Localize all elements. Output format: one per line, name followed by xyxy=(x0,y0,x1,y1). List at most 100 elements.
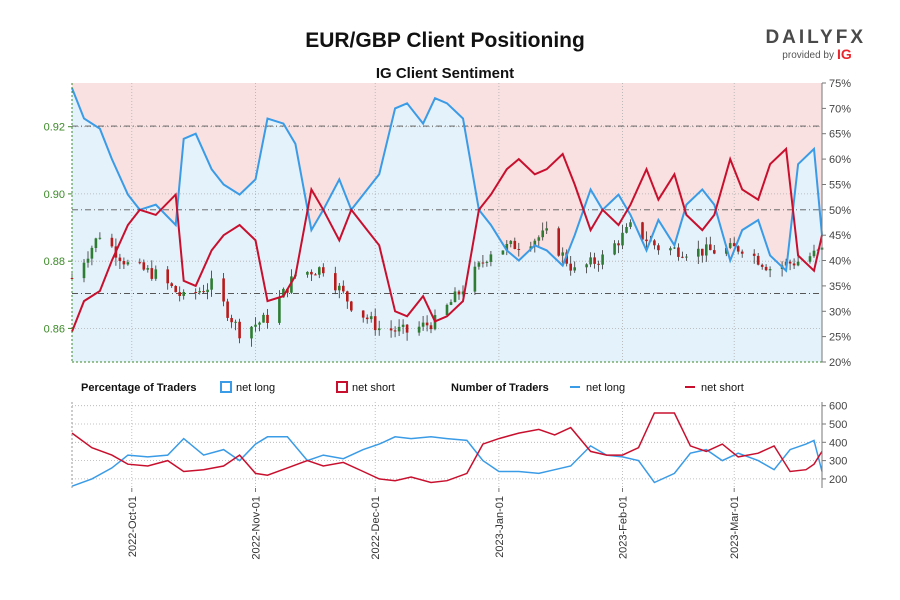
price-candle xyxy=(768,266,772,278)
price-candle xyxy=(585,263,588,274)
price-candle xyxy=(182,289,185,300)
price-candle xyxy=(226,298,229,321)
price-candle xyxy=(545,221,548,234)
price-candle xyxy=(170,282,173,288)
price-candle xyxy=(254,317,257,332)
price-candle xyxy=(509,240,513,248)
price-candle xyxy=(342,280,345,294)
price-candle xyxy=(505,240,509,256)
price-candle xyxy=(473,261,477,295)
price-tick-label: 0.90 xyxy=(44,189,65,201)
price-candle xyxy=(788,259,792,271)
price-candle xyxy=(740,249,744,258)
price-candle xyxy=(485,260,489,267)
price-candle xyxy=(334,266,337,295)
price-candle xyxy=(118,253,122,269)
price-candle xyxy=(573,261,576,273)
price-candle xyxy=(569,256,572,276)
price-candle xyxy=(489,251,493,267)
price-candle xyxy=(166,266,169,290)
price-candle xyxy=(701,248,704,263)
traders-panel: 200 300 400 500 600 xyxy=(71,401,847,488)
percent-tick-label: 20% xyxy=(829,357,851,369)
price-candle xyxy=(677,243,680,261)
percent-tick-label: 35% xyxy=(829,281,851,293)
price-candle xyxy=(713,245,716,255)
price-candle xyxy=(653,239,656,250)
price-candle xyxy=(541,222,544,241)
price-candle xyxy=(557,226,560,257)
price-candle xyxy=(373,308,377,336)
chart-title: EUR/GBP Client Positioning xyxy=(305,29,585,52)
legend-label-net-long: net long xyxy=(236,382,275,394)
price-candle xyxy=(361,310,365,323)
price-candle xyxy=(561,247,564,264)
provided-by-text: provided by xyxy=(782,50,834,61)
price-candle xyxy=(350,300,353,312)
price-candle xyxy=(397,319,401,336)
percent-tick-label: 60% xyxy=(829,154,851,166)
percent-tick-label: 70% xyxy=(829,103,851,115)
price-candle xyxy=(318,266,321,279)
price-candle xyxy=(732,237,736,247)
price-candle xyxy=(94,237,98,253)
price-candle xyxy=(393,326,397,338)
price-candle xyxy=(206,283,209,300)
price-candle xyxy=(752,249,756,264)
price-candle xyxy=(405,324,409,341)
date-tick-label: 2022-Dec-01 xyxy=(370,496,382,560)
price-panel: 0.86 0.88 0.90 0.92 20% 25% 30% 35% 40% 45% 50% 55%… xyxy=(44,78,852,369)
price-candle xyxy=(669,246,672,256)
price-candle xyxy=(453,287,457,303)
price-tick-label: 0.88 xyxy=(44,256,65,268)
price-candle xyxy=(122,257,126,269)
date-tick-label: 2022-Nov-01 xyxy=(251,496,263,560)
price-candle xyxy=(142,259,146,271)
price-candle xyxy=(310,269,313,281)
chart-subtitle: IG Client Sentiment xyxy=(376,65,514,82)
date-tick-label: 2023-Mar-01 xyxy=(729,496,741,559)
price-candle xyxy=(306,271,309,278)
price-candle xyxy=(621,225,624,250)
price-candle xyxy=(764,264,768,272)
net-long-traders-line xyxy=(71,436,823,487)
price-candle xyxy=(537,235,541,246)
price-candle xyxy=(198,287,201,295)
price-candle xyxy=(258,321,261,332)
price-candle xyxy=(322,263,325,277)
price-candle xyxy=(808,252,812,264)
price-candle xyxy=(389,320,393,338)
price-candle xyxy=(346,290,349,309)
net-long-percentage-line xyxy=(71,87,823,273)
legend-count-label-net-short: net short xyxy=(701,382,744,394)
price-candle xyxy=(250,326,253,347)
price-candle xyxy=(728,238,732,250)
price-candle xyxy=(234,319,237,331)
price-candle xyxy=(222,273,225,307)
price-candle xyxy=(262,312,265,323)
percentage-legend-title: Percentage of Traders xyxy=(81,382,197,394)
price-tick-label: 0.92 xyxy=(44,122,65,134)
traders-tick-label: 300 xyxy=(829,456,847,468)
price-candle xyxy=(90,245,94,266)
ig-logo-text: IG xyxy=(837,46,852,62)
price-candle xyxy=(756,253,760,266)
price-tick-label: 0.86 xyxy=(44,323,65,335)
price-candle xyxy=(178,286,181,302)
price-candle xyxy=(210,270,213,297)
price-candle xyxy=(513,237,517,250)
price-candle xyxy=(792,258,796,269)
price-candle xyxy=(154,265,158,281)
price-candle xyxy=(697,240,700,264)
net-short-traders-line xyxy=(71,412,823,484)
traders-tick-label: 400 xyxy=(829,437,847,449)
percent-tick-label: 40% xyxy=(829,256,851,268)
percent-tick-label: 65% xyxy=(829,129,851,141)
price-candle xyxy=(138,258,142,265)
price-candle xyxy=(445,303,449,317)
price-candle xyxy=(266,309,269,329)
legend-label-net-short: net short xyxy=(352,382,395,394)
price-candle xyxy=(617,240,620,254)
